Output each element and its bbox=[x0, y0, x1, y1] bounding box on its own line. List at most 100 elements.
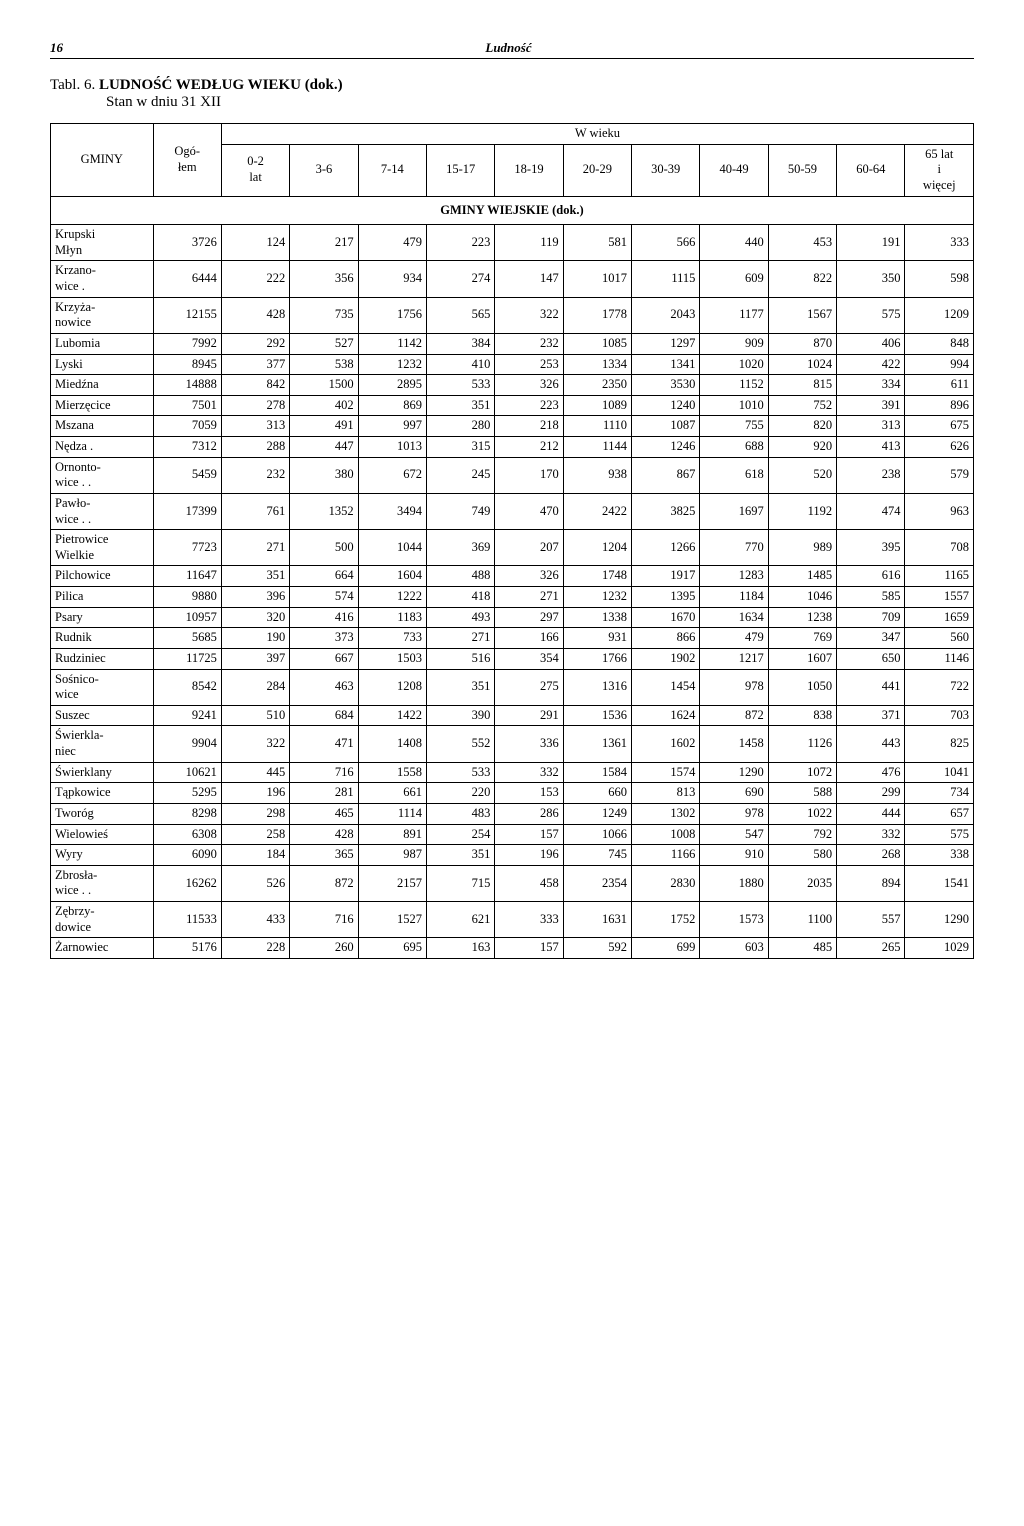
cell-value: 585 bbox=[837, 587, 905, 608]
row-name: Pilica bbox=[51, 587, 154, 608]
cell-value: 1232 bbox=[563, 587, 631, 608]
cell-value: 291 bbox=[495, 705, 563, 726]
cell-value: 526 bbox=[221, 865, 289, 901]
header-title: Ludność bbox=[63, 40, 954, 56]
cell-value: 575 bbox=[837, 297, 905, 333]
cell-value: 196 bbox=[221, 783, 289, 804]
cell-value: 163 bbox=[426, 938, 494, 959]
cell-value: 476 bbox=[837, 762, 905, 783]
row-name: Nędza . bbox=[51, 437, 154, 458]
cell-value: 380 bbox=[290, 457, 358, 493]
cell-value: 520 bbox=[768, 457, 836, 493]
cell-value: 232 bbox=[221, 457, 289, 493]
cell-value: 1008 bbox=[632, 824, 700, 845]
cell-value: 474 bbox=[837, 493, 905, 529]
row-name: Wielowieś bbox=[51, 824, 154, 845]
cell-value: 755 bbox=[700, 416, 768, 437]
table-label: Tabl. 6. bbox=[50, 77, 95, 93]
cell-value: 365 bbox=[290, 845, 358, 866]
cell-value: 733 bbox=[358, 628, 426, 649]
cell-value: 709 bbox=[837, 607, 905, 628]
cell-value: 491 bbox=[290, 416, 358, 437]
cell-value: 690 bbox=[700, 783, 768, 804]
cell-value: 5685 bbox=[153, 628, 221, 649]
cell-value: 326 bbox=[495, 566, 563, 587]
cell-value: 1050 bbox=[768, 669, 836, 705]
cell-value: 538 bbox=[290, 354, 358, 375]
cell-value: 271 bbox=[426, 628, 494, 649]
population-table: GMINY Ogó- łem W wieku 0-2 lat3-67-1415-… bbox=[50, 123, 974, 959]
cell-value: 533 bbox=[426, 762, 494, 783]
cell-value: 1485 bbox=[768, 566, 836, 587]
cell-value: 703 bbox=[905, 705, 974, 726]
cell-value: 838 bbox=[768, 705, 836, 726]
cell-value: 1283 bbox=[700, 566, 768, 587]
table-row: Krzano- wice .64442223569342741471017111… bbox=[51, 261, 974, 297]
cell-value: 2830 bbox=[632, 865, 700, 901]
table-row: Suszec9241510684142239029115361624872838… bbox=[51, 705, 974, 726]
cell-value: 920 bbox=[768, 437, 836, 458]
cell-value: 428 bbox=[290, 824, 358, 845]
age-header: 30-39 bbox=[632, 144, 700, 196]
cell-value: 1527 bbox=[358, 902, 426, 938]
cell-value: 8945 bbox=[153, 354, 221, 375]
cell-value: 2035 bbox=[768, 865, 836, 901]
cell-value: 1115 bbox=[632, 261, 700, 297]
col-wwieku: W wieku bbox=[221, 124, 973, 145]
cell-value: 280 bbox=[426, 416, 494, 437]
table-row: Sośnico- wice854228446312083512751316145… bbox=[51, 669, 974, 705]
cell-value: 11647 bbox=[153, 566, 221, 587]
cell-value: 1624 bbox=[632, 705, 700, 726]
cell-value: 1778 bbox=[563, 297, 631, 333]
cell-value: 413 bbox=[837, 437, 905, 458]
row-name: Ornonto- wice . . bbox=[51, 457, 154, 493]
cell-value: 7992 bbox=[153, 333, 221, 354]
cell-value: 1290 bbox=[700, 762, 768, 783]
cell-value: 351 bbox=[426, 669, 494, 705]
cell-value: 1607 bbox=[768, 648, 836, 669]
cell-value: 516 bbox=[426, 648, 494, 669]
cell-value: 220 bbox=[426, 783, 494, 804]
cell-value: 351 bbox=[426, 845, 494, 866]
cell-value: 274 bbox=[426, 261, 494, 297]
cell-value: 815 bbox=[768, 375, 836, 396]
cell-value: 3530 bbox=[632, 375, 700, 396]
cell-value: 598 bbox=[905, 261, 974, 297]
cell-value: 1066 bbox=[563, 824, 631, 845]
cell-value: 575 bbox=[905, 824, 974, 845]
cell-value: 2895 bbox=[358, 375, 426, 396]
cell-value: 626 bbox=[905, 437, 974, 458]
cell-value: 566 bbox=[632, 225, 700, 261]
cell-value: 1222 bbox=[358, 587, 426, 608]
cell-value: 17399 bbox=[153, 493, 221, 529]
cell-value: 1142 bbox=[358, 333, 426, 354]
table-row: Pietrowice Wielkie7723271500104436920712… bbox=[51, 530, 974, 566]
cell-value: 416 bbox=[290, 607, 358, 628]
cell-value: 1536 bbox=[563, 705, 631, 726]
cell-value: 770 bbox=[700, 530, 768, 566]
table-row: Żarnowiec5176228260695163157592699603485… bbox=[51, 938, 974, 959]
cell-value: 9241 bbox=[153, 705, 221, 726]
cell-value: 872 bbox=[290, 865, 358, 901]
cell-value: 611 bbox=[905, 375, 974, 396]
age-header: 50-59 bbox=[768, 144, 836, 196]
cell-value: 894 bbox=[837, 865, 905, 901]
cell-value: 1631 bbox=[563, 902, 631, 938]
cell-value: 350 bbox=[837, 261, 905, 297]
cell-value: 479 bbox=[358, 225, 426, 261]
cell-value: 297 bbox=[495, 607, 563, 628]
cell-value: 616 bbox=[837, 566, 905, 587]
cell-value: 9904 bbox=[153, 726, 221, 762]
cell-value: 124 bbox=[221, 225, 289, 261]
cell-value: 1184 bbox=[700, 587, 768, 608]
row-name: Zębrzy- dowice bbox=[51, 902, 154, 938]
cell-value: 384 bbox=[426, 333, 494, 354]
page-number: 16 bbox=[50, 40, 63, 56]
cell-value: 650 bbox=[837, 648, 905, 669]
cell-value: 281 bbox=[290, 783, 358, 804]
cell-value: 1659 bbox=[905, 607, 974, 628]
row-name: Pietrowice Wielkie bbox=[51, 530, 154, 566]
cell-value: 14888 bbox=[153, 375, 221, 396]
age-header: 3-6 bbox=[290, 144, 358, 196]
table-row: Świerklany106214457161558533332158415741… bbox=[51, 762, 974, 783]
